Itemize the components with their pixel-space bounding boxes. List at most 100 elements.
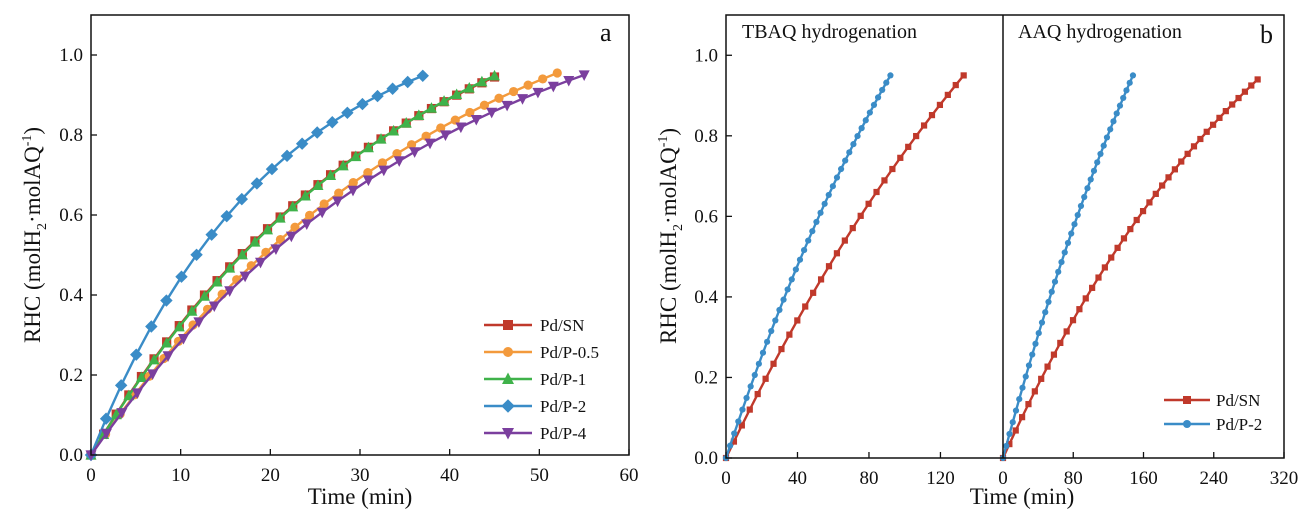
panel-b-tbaq-pd-sn-point [825,263,833,270]
panel-b-tbaq-pd-p-2-point [772,317,779,324]
panel-a-pd-p-1-point [274,212,286,223]
panel-a-pd-p-1-point [287,200,299,212]
panel-a-x-axis-label: Time (min) [308,484,413,509]
panel-b-tbaq-pd-sn-point [960,72,967,79]
panel-b-y-label-main: RHC (molH [656,231,681,344]
panel-b-tbaq-pd-sn-point [920,122,928,129]
panel-a-pd-p-4-point [532,87,544,99]
panel-a-y-tick-label: 0.8 [59,125,83,146]
panel-a-pd-p-0-5-point [465,107,475,118]
panel-a-pd-p-2-point [190,248,203,262]
panel-b-tbaq-y-tick-label: 0.4 [694,287,718,308]
panel-b-tbaq-y-tick-label: 1.0 [694,45,718,66]
panel-b-aaq-pd-sn-point [1031,388,1038,395]
panel-b-tbaq-pd-sn-point [841,237,848,244]
panel-b-aaq-pd-p-2-point [1012,407,1020,414]
panel-a-pd-p-1-point [388,124,400,136]
panel-a-pd-p-4-point [270,244,282,255]
panel-b-aaq-pd-sn-point [1076,306,1083,313]
panel-b-aaq-pd-sn-point [1248,82,1255,89]
panel-b-label: b [1260,20,1273,49]
panel-a: 0 10 20 30 40 50 60 0.0 0.2 0.4 0.6 0.8 1.0 a Time (… [20,14,639,509]
panel-a-pd-p-1-point [123,389,135,401]
panel-a-pd-p-2-point [114,379,128,392]
panel-a-legend-pd-p-0-5-swatch-marker [503,347,513,357]
panel-b-aaq-pd-sn-point [1184,150,1191,157]
panel-a-pd-p-2-point [145,320,158,333]
panel-b-frame [725,14,1285,459]
panel-b-aaq-pd-sn-point [1146,199,1153,206]
panel-a-pd-p-4-point [378,165,390,177]
panel-b-tbaq-pd-sn-point [778,345,785,353]
panel-a-legend-pd-p-1-label: Pd/P-1 [540,370,586,389]
panel-a-pd-p-4-point [316,207,328,219]
panel-a-pd-p-1-point [438,95,450,106]
panel-a-pd-p-1-point [135,371,147,382]
panel-b-tbaq-pd-p-2-point [874,94,882,101]
panel-b-aaq-pd-p-2-point [1087,176,1094,183]
panel-a-pd-p-1-point [161,336,173,348]
panel-a-pd-p-2-point [130,348,143,361]
panel-a-pd-p-2-point [99,412,113,425]
panel-a-y-tick-label: 0.0 [59,445,83,466]
panel-a-pd-p-2-point [416,69,429,83]
panel-b-aaq-pd-sn-point [1152,190,1159,197]
panel-b-aaq-pd-p-2-point [1016,395,1023,403]
panel-a-pd-p-4-point [208,301,220,313]
panel-a-pd-p-4-point [239,271,251,283]
panel-a-x-tick-label: 50 [530,465,549,486]
panel-a-pd-p-1-point [211,275,223,287]
panel-b-aaq-pd-p-2-point [1116,102,1124,109]
panel-b-aaq-pd-p-2-point [1100,142,1107,149]
panel-b-tbaq-pd-sn-point [802,303,809,310]
panel-b-aaq-pd-sn-point [1127,225,1134,233]
panel-b-aaq-pd-sn-point [1133,216,1140,224]
panel-a-legend-pd-p-2-swatch-marker [501,399,515,413]
panel-a-pd-p-4-point [486,107,498,119]
panel-b-aaq-pd-p-2-point [1006,430,1013,438]
panel-a-pd-p-4-point [501,100,513,112]
panel-b-tbaq-pd-p-2-point [862,117,869,124]
panel-a-pd-p-4-point [224,286,236,297]
panel-a-pd-p-0-5-point [377,158,388,168]
panel-a-pd-p-2-point [250,177,264,190]
panel-a-pd-p-0-5-point [538,74,548,84]
panel-b-aaq-pd-p-2-point [1074,211,1081,219]
panel-a-pd-p-0-5-point [363,167,373,178]
panel-b-tbaq-pd-sn-point [913,132,920,140]
panel-b-tbaq-pd-p-2-point [743,394,750,402]
panel-a-pd-p-2-point [386,82,399,95]
panel-b-aaq-pd-sn-point [1038,375,1045,382]
panel-b-tbaq-pd-sn-point [865,200,872,207]
panel-a-pd-sn-line [89,75,496,456]
panel-b-tbaq-pd-p-2-point [833,174,841,181]
panel-a-pd-p-1-point [325,169,337,180]
panel-a-pd-p-4-point [162,351,174,362]
panel-b-aaq-pd-sn-point [1025,401,1032,408]
panel-b-ticks: 0 40 80 120 0.0 0.2 0.4 0.6 0.8 1.0 0 80 160 240 320 [694,45,1298,489]
panel-a-legend-pd-p-2-label: Pd/P-2 [540,397,586,416]
panel-b-aaq-pd-p-2-point [1090,167,1098,174]
panel-a-pd-p-2-point [175,270,188,283]
panel-b-aaq-pd-sn-point [1108,254,1115,261]
panel-b-aaq-pd-p-2-point [1126,79,1133,86]
panel-a-pd-p-2-point [356,97,369,111]
panel-a-pd-p-4-point [177,333,189,345]
panel-b-tbaq-pd-sn-point [889,165,896,173]
panel-a-pd-p-1-point [350,150,362,162]
panel-b-aaq-pd-sn-point [1089,284,1096,291]
panel-b-aaq-pd-p-2-point [1110,118,1117,125]
panel-b-aaq-pd-sn-point [1178,158,1185,165]
panel-a-pd-p-1-point [186,305,198,316]
panel-b-aaq-pd-p-2-point [1081,193,1088,201]
panel-b-aaq-pd-sn-point [1222,108,1229,115]
panel-b-aaq-pd-sn-point [1120,235,1128,242]
panel-a-pd-p-1-point [249,236,261,247]
panel-a-pd-p-4-point [362,175,374,187]
panel-b-aaq-pd-sn-point [1190,143,1198,150]
panel-b-tbaq-pd-p-2-point [842,157,849,164]
panel-a-y-label-sup: -1 [20,135,35,147]
panel-b-tbaq-pd-sn-point [873,188,880,196]
panel-b-aaq-pd-sn-point [1095,274,1102,281]
